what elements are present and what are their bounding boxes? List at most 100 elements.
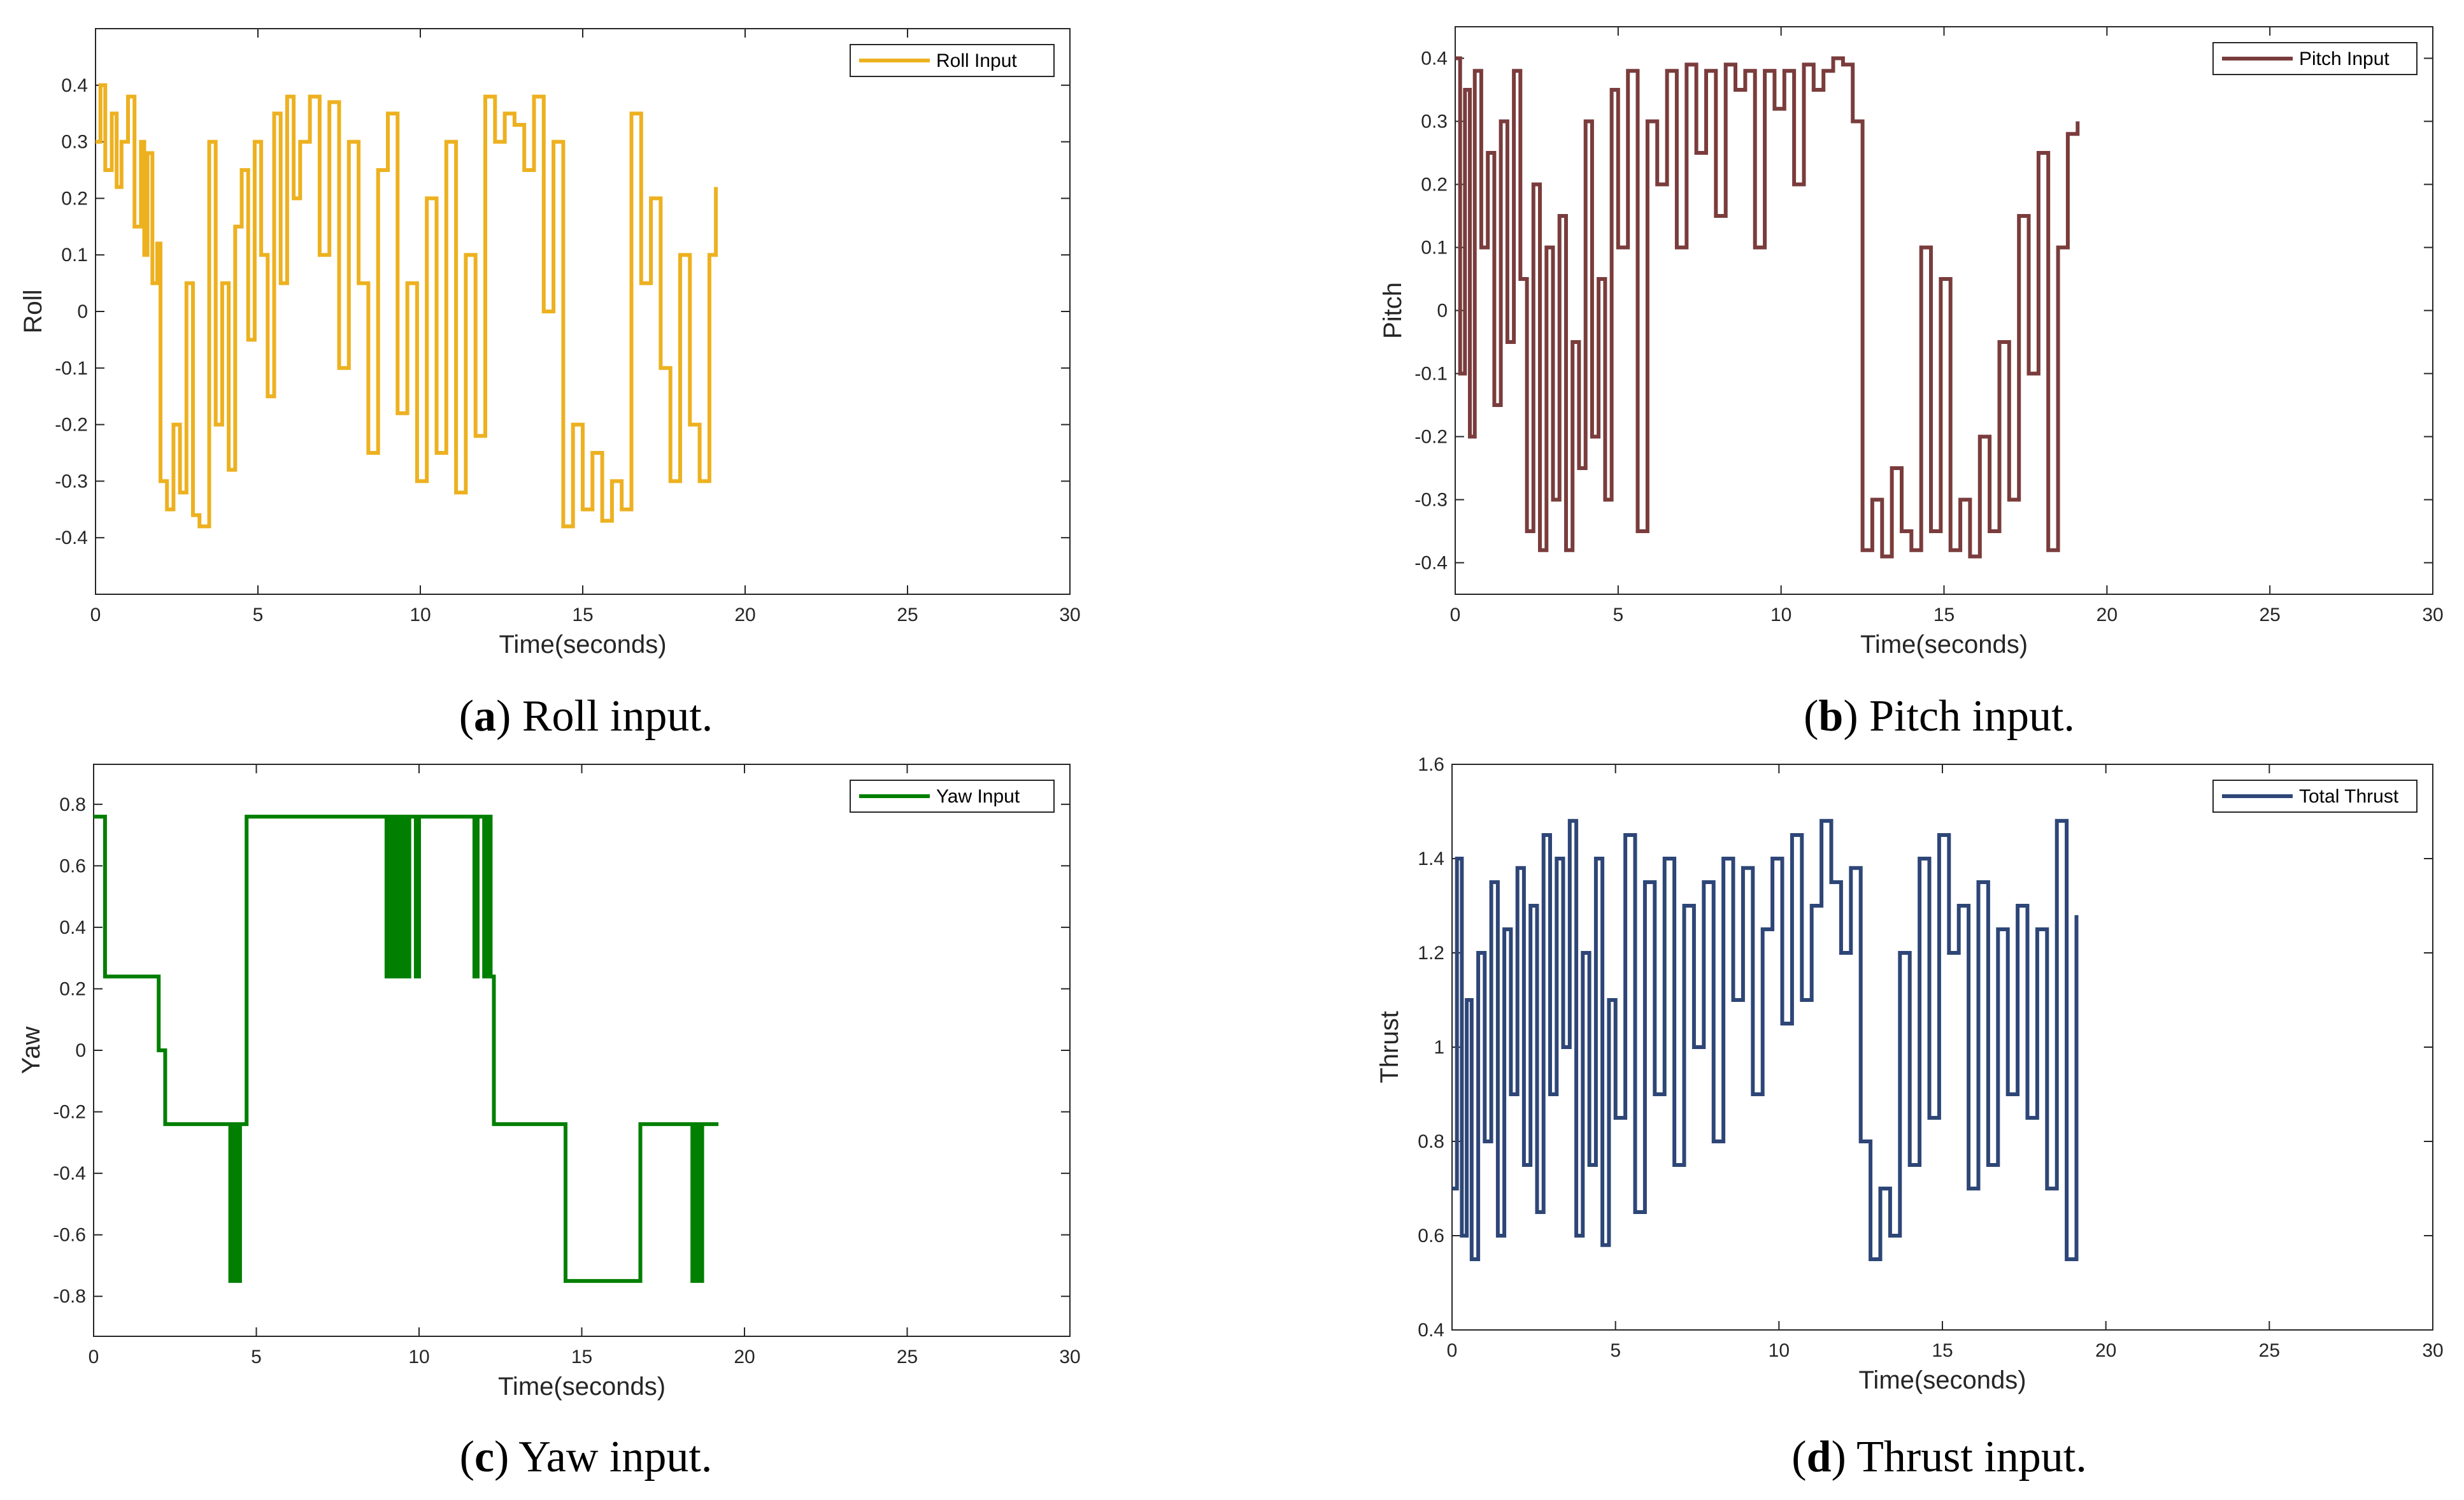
roll-series-line bbox=[96, 83, 718, 529]
roll-xtick-label: 5 bbox=[253, 604, 264, 625]
pitch-ytick-label: 0.1 bbox=[1421, 238, 1448, 259]
thrust-ylabel: Thrust bbox=[1376, 1011, 1404, 1083]
pitch-series-line bbox=[1455, 56, 2080, 559]
yaw-xtick-label: 10 bbox=[408, 1346, 429, 1368]
roll-ytick-label: -0.1 bbox=[55, 358, 88, 379]
roll-caption-letter: a bbox=[474, 692, 496, 741]
pitch-caption-letter: b bbox=[1818, 692, 1843, 741]
pitch-xtick-label: 25 bbox=[2259, 604, 2280, 625]
thrust-caption-letter: d bbox=[1807, 1432, 1832, 1482]
roll-ytick-label: 0.3 bbox=[61, 132, 88, 153]
yaw-xlabel: Time(seconds) bbox=[498, 1373, 666, 1401]
roll-ytick-label: 0.4 bbox=[61, 75, 88, 96]
pitch-xtick-label: 5 bbox=[1613, 604, 1623, 625]
pitch-ytick-label: 0.2 bbox=[1421, 175, 1448, 196]
roll-ytick-label: -0.3 bbox=[55, 471, 88, 492]
panel-yaw: 0 5 10 15 20 25 30 -0.8 -0.6 -0.4 -0.2 0 0.2 0.4 0.6 0.… bbox=[17, 764, 1081, 1482]
thrust-xtick-label: 30 bbox=[2422, 1340, 2443, 1361]
thrust-xtick-label: 10 bbox=[1769, 1340, 1790, 1361]
yaw-caption-close: ) bbox=[494, 1432, 509, 1482]
pitch-caption-close: ) bbox=[1843, 692, 1858, 741]
roll-xtick-label: 30 bbox=[1059, 604, 1080, 625]
pitch-xlabel: Time(seconds) bbox=[1860, 631, 2028, 659]
pitch-ylabel: Pitch bbox=[1379, 282, 1407, 339]
thrust-xtick-label: 15 bbox=[1932, 1340, 1953, 1361]
pitch-caption: (b) Pitch input. bbox=[1804, 692, 2075, 741]
yaw-legend-label: Yaw Input bbox=[936, 786, 1020, 807]
thrust-ytick-label: 1.6 bbox=[1418, 754, 1444, 775]
yaw-ytick-label: 0.2 bbox=[59, 978, 86, 999]
thrust-xlabel: Time(seconds) bbox=[1858, 1366, 2026, 1394]
pitch-ytick-label: -0.1 bbox=[1414, 364, 1448, 385]
pitch-ytick-label: 0 bbox=[1437, 301, 1448, 322]
roll-caption-text: Roll input. bbox=[511, 692, 713, 741]
panel-pitch: 0 5 10 15 20 25 30 -0.4 -0.3 -0.2 -0.1 0 0.1 0.2 0.3 0.… bbox=[1379, 26, 2444, 741]
pitch-axes-box bbox=[1455, 26, 2433, 595]
roll-xtick-label: 25 bbox=[897, 604, 918, 625]
yaw-ytick-label: 0.4 bbox=[59, 917, 86, 938]
pitch-xtick-label: 10 bbox=[1770, 604, 1791, 625]
roll-legend-label: Roll Input bbox=[936, 50, 1017, 71]
pitch-caption-open: ( bbox=[1804, 692, 1818, 741]
roll-caption-close: ) bbox=[496, 692, 511, 741]
yaw-xtick-label: 25 bbox=[897, 1346, 918, 1368]
panel-thrust: 0 5 10 15 20 25 30 0.4 0.6 0.8 1 1.2 1.4 1.6 Time(seco… bbox=[1376, 754, 2444, 1482]
pitch-ytick-label: -0.2 bbox=[1414, 427, 1448, 448]
roll-ytick-label: 0.1 bbox=[61, 245, 88, 266]
roll-ylabel: Roll bbox=[19, 290, 47, 334]
pitch-xtick-label: 30 bbox=[2422, 604, 2443, 625]
yaw-caption: (c) Yaw input. bbox=[460, 1432, 713, 1482]
thrust-caption-close: ) bbox=[1832, 1432, 1846, 1482]
thrust-caption-text: Thrust input. bbox=[1846, 1432, 2087, 1482]
thrust-axes-box bbox=[1451, 764, 2433, 1331]
yaw-xtick-label: 15 bbox=[571, 1346, 592, 1368]
pitch-ytick-label: -0.4 bbox=[1414, 553, 1448, 574]
yaw-ytick-label: -0.6 bbox=[53, 1225, 86, 1246]
thrust-xtick-label: 20 bbox=[2095, 1340, 2116, 1361]
yaw-ytick-label: 0.8 bbox=[59, 794, 86, 815]
yaw-ylabel: Yaw bbox=[17, 1026, 45, 1074]
yaw-ytick-label: -0.8 bbox=[53, 1286, 86, 1307]
yaw-xtick-label: 30 bbox=[1059, 1346, 1080, 1368]
roll-ytick-label: -0.2 bbox=[55, 415, 88, 436]
roll-xtick-label: 15 bbox=[572, 604, 593, 625]
roll-ytick-label: -0.4 bbox=[55, 527, 88, 548]
roll-xtick-label: 20 bbox=[734, 604, 755, 625]
roll-caption: (a) Roll input. bbox=[459, 692, 713, 741]
pitch-ytick-label: -0.3 bbox=[1414, 490, 1448, 511]
roll-ytick-label: 0 bbox=[77, 301, 88, 322]
roll-ytick-label: 0.2 bbox=[61, 188, 88, 209]
thrust-ytick-label: 0.4 bbox=[1418, 1320, 1444, 1341]
yaw-ytick-label: -0.2 bbox=[53, 1102, 86, 1123]
yaw-ytick-label: -0.4 bbox=[53, 1163, 86, 1184]
pitch-legend-label: Pitch Input bbox=[2299, 48, 2389, 69]
thrust-ytick-label: 1.4 bbox=[1418, 848, 1444, 869]
pitch-ytick-label: 0.3 bbox=[1421, 111, 1448, 132]
thrust-legend-label: Total Thrust bbox=[2299, 786, 2399, 807]
thrust-ytick-label: 0.6 bbox=[1418, 1225, 1444, 1246]
yaw-caption-text: Yaw input. bbox=[509, 1432, 712, 1482]
thrust-xtick-label: 0 bbox=[1447, 1340, 1458, 1361]
panel-roll: 0 5 10 15 20 25 30 -0.4 -0.3 -0.2 -0.1 0 0.1 0.2 0.3 0.… bbox=[19, 28, 1081, 741]
roll-xtick-label: 0 bbox=[90, 604, 101, 625]
roll-xlabel: Time(seconds) bbox=[499, 631, 666, 659]
yaw-axes-box bbox=[93, 764, 1071, 1337]
yaw-ytick-label: 0.6 bbox=[59, 855, 86, 876]
pitch-caption-text: Pitch input. bbox=[1858, 692, 2075, 741]
pitch-ytick-label: 0.4 bbox=[1421, 48, 1448, 69]
yaw-xtick-label: 20 bbox=[734, 1346, 755, 1368]
thrust-ytick-label: 1.2 bbox=[1418, 943, 1444, 964]
thrust-series-line bbox=[1452, 818, 2079, 1261]
thrust-ytick-label: 0.8 bbox=[1418, 1131, 1444, 1152]
roll-caption-open: ( bbox=[459, 692, 474, 741]
thrust-xtick-label: 25 bbox=[2259, 1340, 2280, 1361]
pitch-xtick-label: 0 bbox=[1450, 604, 1461, 625]
thrust-caption: (d) Thrust input. bbox=[1791, 1432, 2086, 1482]
thrust-xtick-label: 5 bbox=[1610, 1340, 1621, 1361]
thrust-caption-open: ( bbox=[1791, 1432, 1806, 1482]
thrust-ytick-label: 1 bbox=[1434, 1037, 1444, 1058]
yaw-series-line bbox=[94, 815, 719, 1283]
yaw-ytick-label: 0 bbox=[75, 1040, 86, 1061]
yaw-caption-open: ( bbox=[460, 1432, 474, 1482]
